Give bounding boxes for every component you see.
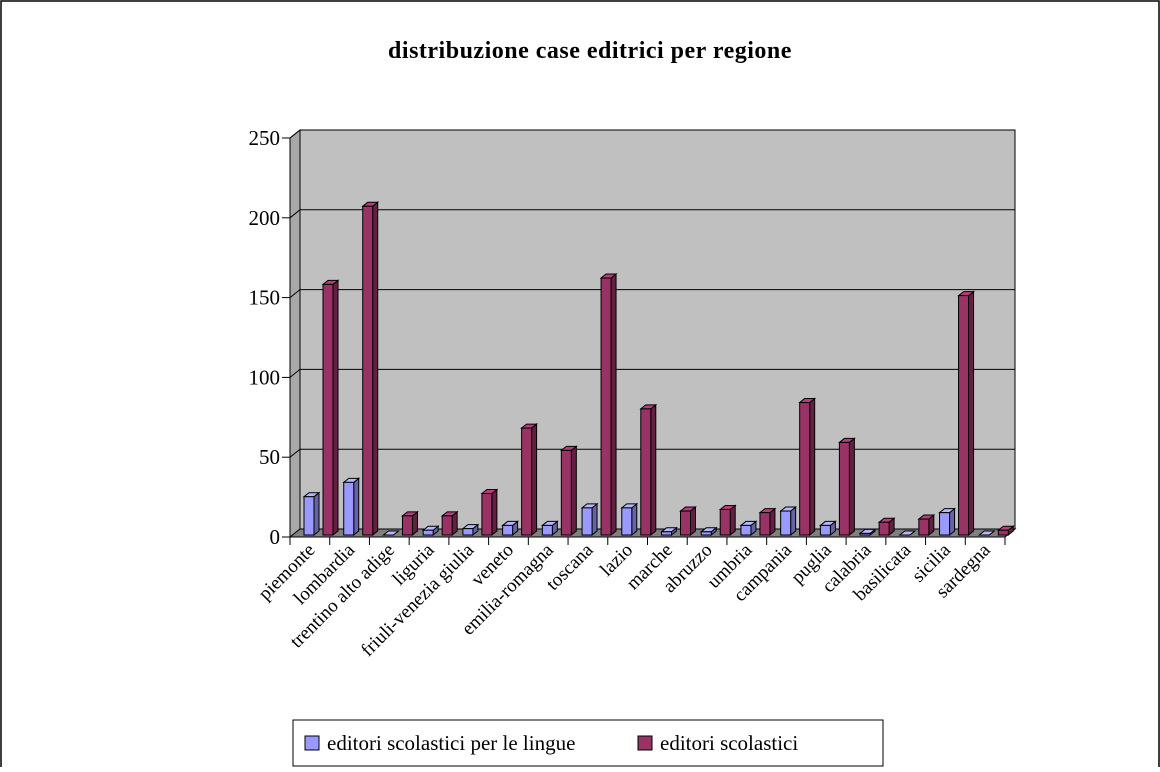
bar-front [622, 508, 632, 535]
bar-side [632, 504, 637, 535]
y-tick-label: 200 [249, 206, 281, 230]
bar-scolastici [402, 512, 417, 535]
bar-scolastici [442, 512, 457, 535]
bar-lingue [781, 507, 796, 535]
bar-lingue [582, 504, 597, 535]
bar-front [781, 511, 791, 535]
bar-front [800, 403, 810, 535]
y-tick-label: 100 [249, 365, 281, 389]
bar-front [561, 450, 571, 535]
y-tick-label: 150 [249, 286, 281, 310]
bar-front [503, 525, 513, 535]
bar-scolastici [839, 438, 854, 535]
bar-lingue [503, 521, 518, 535]
bar-scolastici [522, 424, 537, 535]
bar-lingue [741, 521, 756, 535]
bar-lingue [820, 521, 835, 535]
y-tick-label: 0 [270, 525, 281, 549]
bar-front [402, 516, 412, 535]
bar-scolastici [482, 490, 497, 535]
bar-scolastici [601, 274, 616, 535]
bar-scolastici [323, 280, 338, 535]
bar-front [304, 497, 314, 535]
bar-side [791, 507, 796, 535]
bar-scolastici [720, 505, 735, 535]
legend: editori scolastici per le lingue editori … [293, 720, 883, 766]
bar-scolastici [363, 202, 378, 535]
bar-front [582, 508, 592, 535]
bar-front [879, 522, 889, 535]
bar-scolastici [919, 515, 934, 535]
bar-side [810, 399, 815, 535]
bar-front [681, 511, 691, 535]
bar-front [363, 206, 373, 535]
bar-front [662, 532, 672, 535]
legend-label: editori scolastici per le lingue [327, 731, 575, 755]
bar-lingue [304, 493, 319, 535]
bar-front [940, 513, 950, 535]
bar-side [532, 424, 537, 535]
bar-scolastici [879, 518, 894, 535]
bar-front [839, 442, 849, 535]
bar-side [611, 274, 616, 535]
bar-side [314, 493, 319, 535]
bar-side [571, 446, 576, 535]
bar-side [849, 438, 854, 535]
bar-lingue [940, 509, 955, 535]
plot-back-wall [300, 130, 1015, 529]
legend-label: editori scolastici [660, 731, 798, 755]
bar-front [542, 525, 552, 535]
bar-side [969, 292, 974, 535]
bar-scolastici [800, 399, 815, 535]
bar-lingue [622, 504, 637, 535]
bar-front [323, 284, 333, 535]
y-tick-label: 250 [249, 126, 281, 150]
bar-scolastici [681, 507, 696, 535]
bar-side [592, 504, 597, 535]
legend-swatch [305, 736, 319, 750]
bar-front [601, 278, 611, 535]
bar-front [482, 494, 492, 535]
bar-scolastici [760, 509, 775, 535]
bar-front [998, 530, 1008, 535]
bar-side [333, 280, 338, 535]
plot-side-wall [290, 130, 300, 537]
bar-front [959, 296, 969, 535]
bar-front [522, 428, 532, 535]
bar-front [860, 533, 870, 535]
bar-scolastici [561, 446, 576, 535]
bar-lingue [542, 521, 557, 535]
bar-front [720, 509, 730, 535]
bar-front [344, 482, 354, 535]
bar-front [741, 525, 751, 535]
bar-lingue [344, 478, 359, 535]
bar-side [354, 478, 359, 535]
bar-side [691, 507, 696, 535]
bar-front [463, 529, 473, 535]
bar-side [492, 490, 497, 535]
bar-front [701, 532, 711, 535]
chart-title: distribuzione case editrici per regione [388, 38, 792, 64]
bar-scolastici [959, 292, 974, 535]
bar-front [919, 519, 929, 535]
bar-side [730, 505, 735, 535]
y-tick-label: 50 [259, 445, 280, 469]
bar-scolastici [641, 405, 656, 535]
bar-side [373, 202, 378, 535]
bar-front [641, 409, 651, 535]
legend-swatch [638, 736, 652, 750]
bar-side [651, 405, 656, 535]
bar-front [760, 513, 770, 535]
bar-front [820, 525, 830, 535]
bar-front [423, 530, 433, 535]
bar-front [442, 516, 452, 535]
